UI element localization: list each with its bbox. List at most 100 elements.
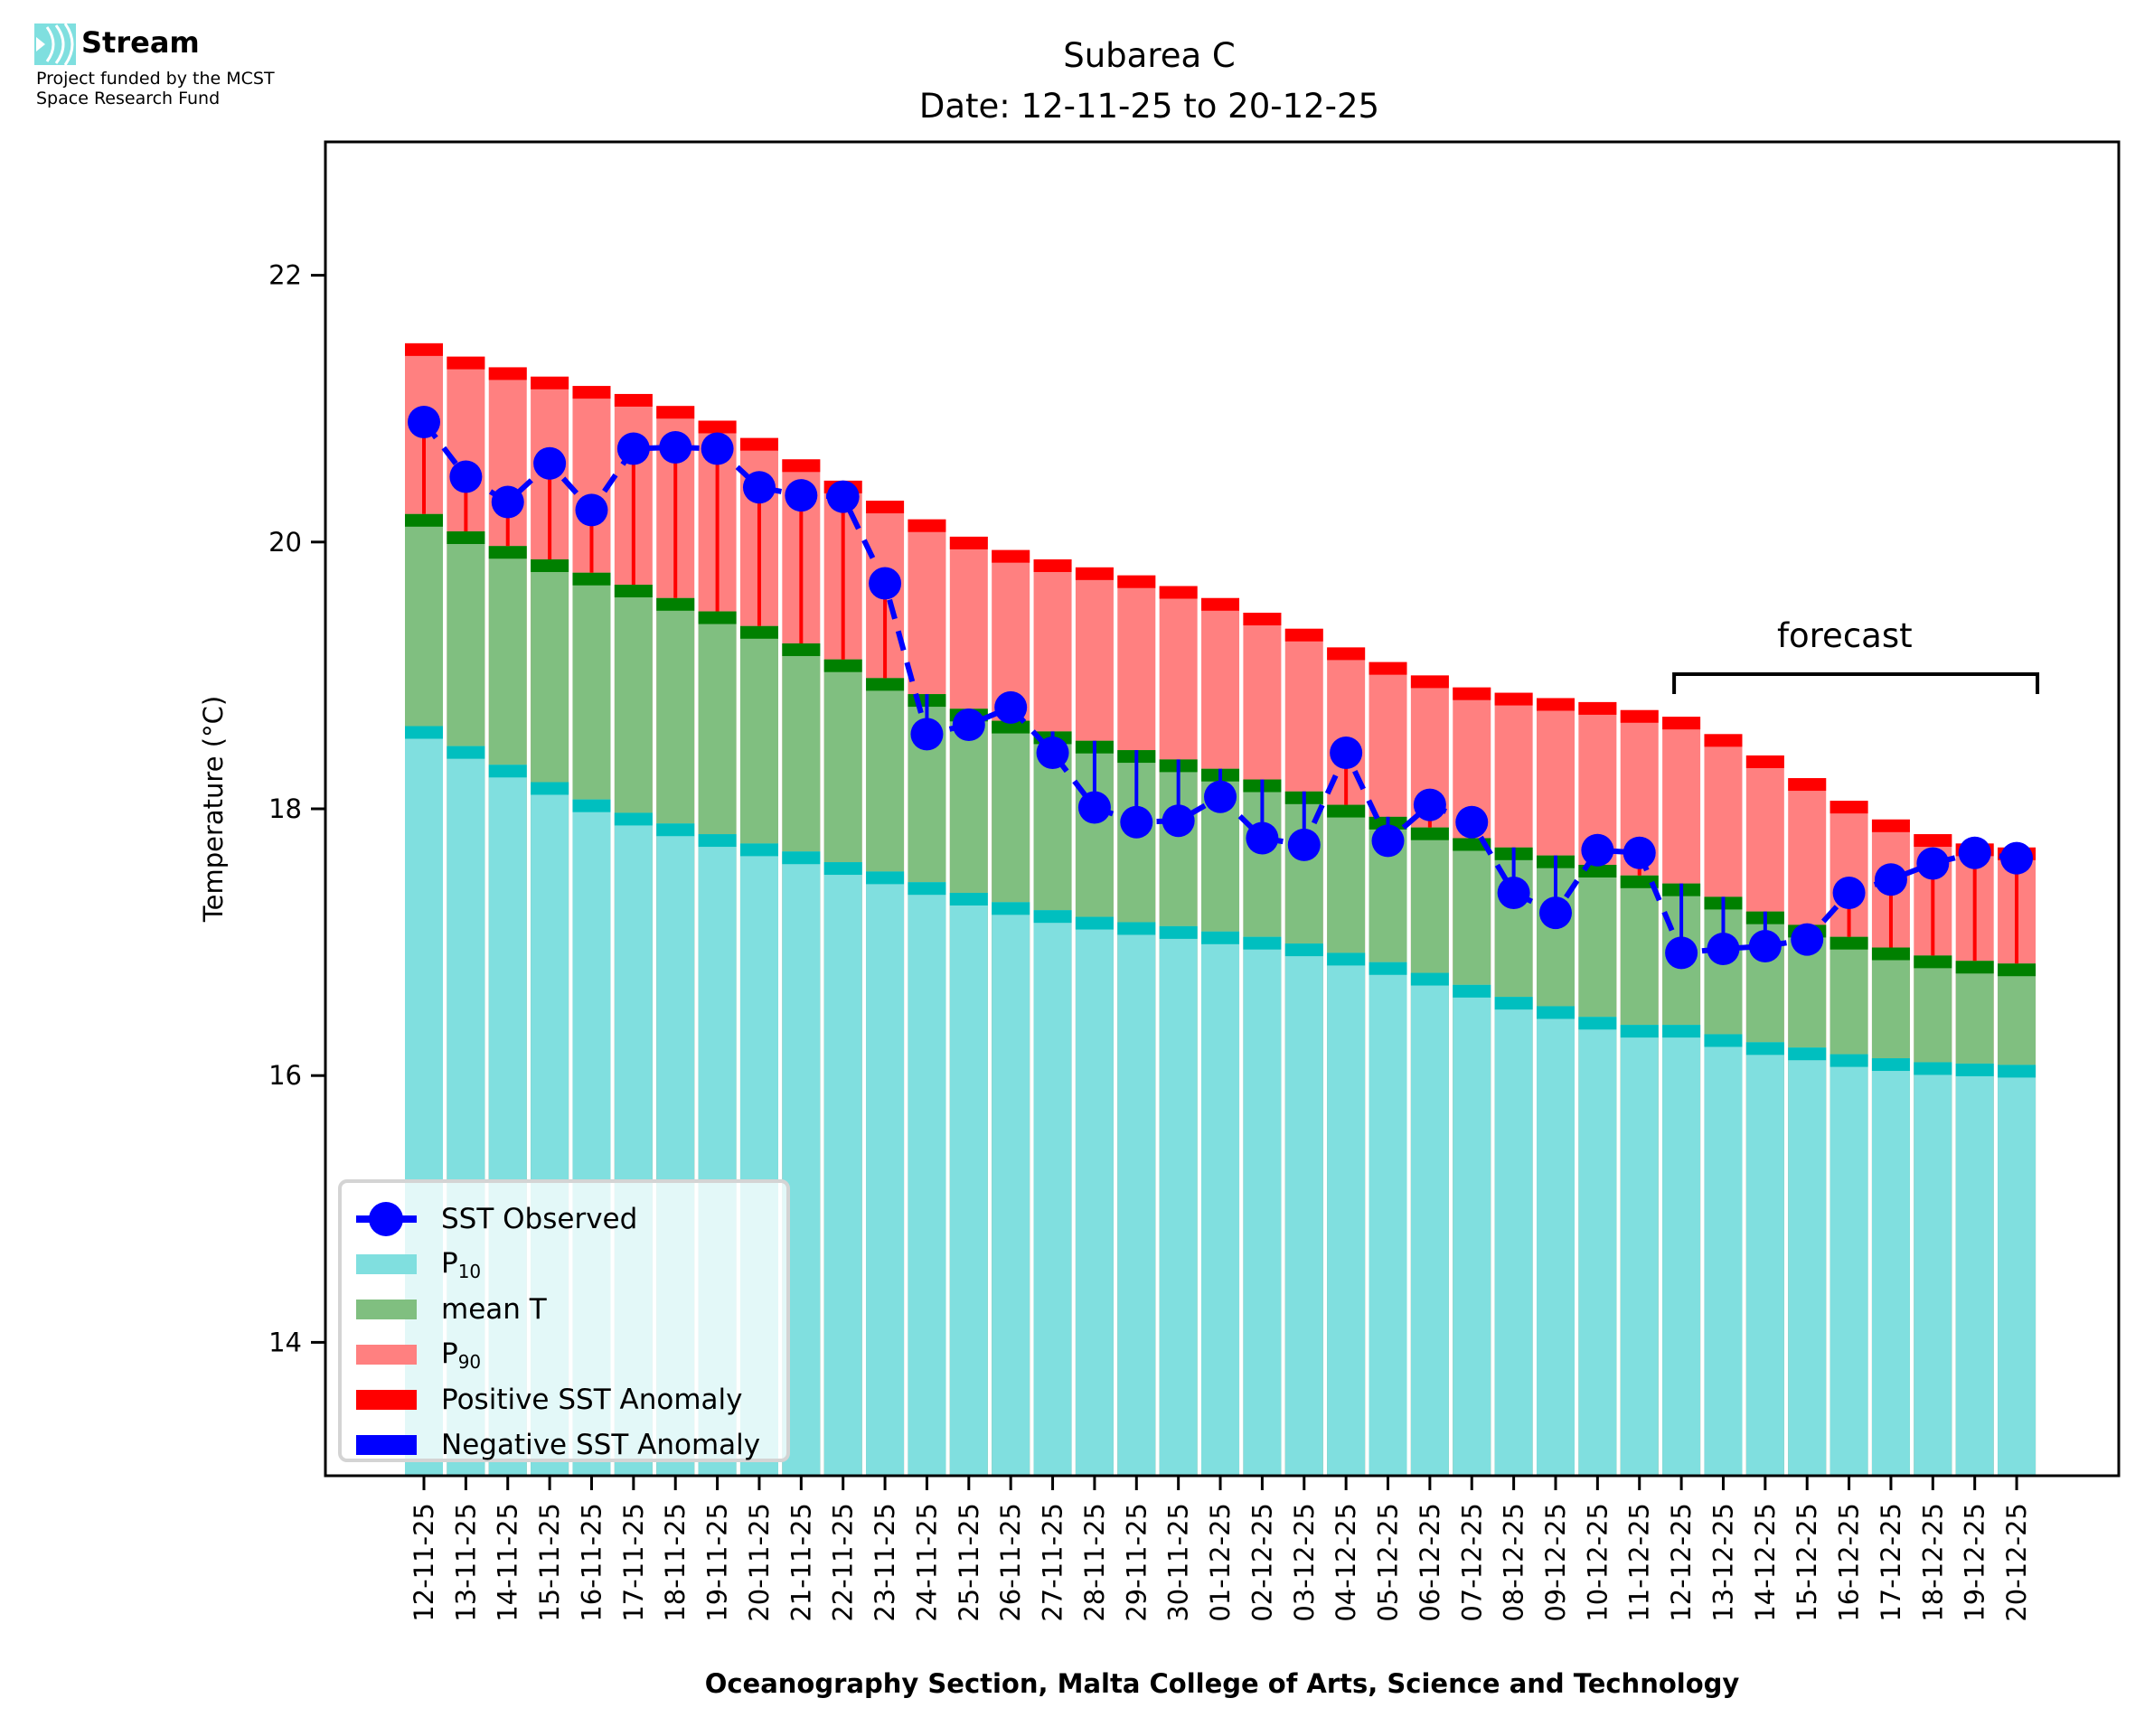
- bar-p10: [992, 902, 1030, 1476]
- sst-observed-point: [1916, 847, 1950, 880]
- bar-p10: [1829, 1054, 1868, 1476]
- legend-label: mean T: [441, 1293, 547, 1326]
- band-p10: [1284, 943, 1323, 957]
- band-mean: [1410, 827, 1449, 840]
- band-p90: [1117, 575, 1156, 588]
- band-mean: [866, 678, 905, 691]
- legend-swatch-mean: [356, 1300, 417, 1319]
- sst-observed-point: [785, 479, 818, 512]
- sst-observed-point: [533, 446, 567, 480]
- sst-observed-point: [1120, 805, 1153, 839]
- forecast-bracket: [1672, 672, 2040, 694]
- band-mean: [656, 597, 695, 611]
- band-p90: [614, 393, 653, 407]
- sst-observed-point: [1371, 824, 1405, 858]
- stream-waves-icon: [34, 23, 76, 65]
- bar-p10: [1410, 972, 1449, 1476]
- y-tick-label: 22: [268, 260, 302, 291]
- bar-p10: [1327, 952, 1366, 1476]
- bar-p10: [1243, 936, 1282, 1476]
- band-p90: [447, 356, 485, 370]
- band-p10: [782, 851, 821, 865]
- bar-p10: [1453, 984, 1491, 1476]
- band-mean: [488, 546, 527, 559]
- forecast-bracket-line: [1672, 672, 2040, 694]
- x-tick-label: 04-12-25: [1331, 1503, 1361, 1622]
- sst-observed-point: [2000, 841, 2034, 875]
- band-mean: [1955, 961, 1994, 974]
- band-p10: [823, 862, 862, 876]
- band-p10: [1955, 1063, 1994, 1076]
- legend-item-p10: P10: [356, 1243, 481, 1286]
- legend-item-mean: mean T: [356, 1288, 547, 1331]
- x-tick-label: 29-11-25: [1121, 1503, 1152, 1622]
- band-p10: [572, 799, 611, 812]
- band-mean: [572, 572, 611, 586]
- bar-p10: [1620, 1025, 1659, 1476]
- x-tick-label: 19-12-25: [1960, 1503, 1990, 1622]
- band-mean: [531, 558, 569, 572]
- x-tick-label: 05-12-25: [1373, 1503, 1404, 1622]
- bar-p10: [1745, 1042, 1784, 1476]
- bar-p10: [1914, 1062, 1952, 1476]
- band-mean: [405, 513, 443, 527]
- bar-p10: [1201, 931, 1240, 1476]
- bar-p10: [1704, 1034, 1743, 1476]
- sst-observed-point: [1162, 804, 1195, 838]
- x-tick-label: 08-12-25: [1499, 1503, 1529, 1622]
- band-p90: [1159, 586, 1198, 599]
- band-mean: [614, 585, 653, 598]
- x-tick-label: 16-12-25: [1834, 1503, 1865, 1622]
- band-p10: [1578, 1017, 1617, 1030]
- band-p10: [614, 812, 653, 826]
- sst-observed-point: [1958, 836, 1991, 869]
- sst-observed-point: [1330, 737, 1363, 770]
- x-tick-label: 20-12-25: [2001, 1503, 2032, 1622]
- band-p90: [1578, 701, 1617, 715]
- band-p90: [1536, 698, 1575, 711]
- legend-line-marker-icon: [356, 1201, 417, 1237]
- band-p10: [656, 823, 695, 837]
- band-p10: [1745, 1042, 1784, 1056]
- legend-label: P90: [441, 1337, 482, 1373]
- legend-swatch-p90: [356, 1345, 417, 1365]
- band-p10: [1788, 1047, 1827, 1061]
- band-p10: [949, 892, 988, 906]
- band-p90: [866, 501, 905, 514]
- sst-observed-point: [1287, 828, 1321, 861]
- band-p90: [992, 549, 1030, 563]
- band-p10: [1914, 1062, 1952, 1075]
- band-p10: [739, 843, 778, 857]
- sst-observed-point: [994, 690, 1028, 724]
- band-p90: [1033, 558, 1072, 572]
- sst-observed-point: [449, 460, 483, 493]
- band-p10: [1201, 931, 1240, 944]
- band-p90: [656, 406, 695, 419]
- x-tick-label: 17-12-25: [1876, 1503, 1906, 1622]
- x-tick-label: 30-11-25: [1163, 1503, 1194, 1622]
- sst-observed-point: [1246, 821, 1279, 855]
- x-tick-label: 11-12-25: [1624, 1503, 1655, 1622]
- x-tick-label: 17-11-25: [618, 1503, 649, 1622]
- band-p10: [1369, 962, 1407, 975]
- sst-observed-point: [1538, 896, 1572, 930]
- band-p90: [908, 519, 946, 532]
- x-tick-label: 09-12-25: [1540, 1503, 1571, 1622]
- legend-item-negative-anomaly: Negative SST Anomaly: [356, 1423, 760, 1467]
- band-p90: [1745, 755, 1784, 768]
- x-tick-label: 14-11-25: [493, 1503, 523, 1622]
- band-p10: [992, 902, 1030, 915]
- band-p10: [908, 882, 946, 896]
- sst-observed-point: [1204, 780, 1237, 813]
- legend-label: SST Observed: [441, 1203, 638, 1235]
- chart-subtitle: Date: 12-11-25 to 20-12-25: [918, 87, 1380, 126]
- x-tick-label: 12-11-25: [409, 1503, 439, 1622]
- bar-p10: [1033, 910, 1072, 1476]
- x-tick-label: 27-11-25: [1038, 1503, 1068, 1622]
- sst-observed-point: [1791, 923, 1824, 956]
- x-tick-label: 06-12-25: [1415, 1503, 1445, 1622]
- band-p90: [739, 437, 778, 451]
- sst-observed-point: [910, 718, 944, 751]
- band-p90: [488, 367, 527, 380]
